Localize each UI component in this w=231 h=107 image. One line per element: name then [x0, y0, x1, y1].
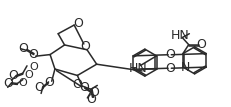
Text: N: N	[180, 61, 189, 74]
Text: HN: HN	[128, 62, 147, 75]
Text: O: O	[3, 77, 13, 90]
Text: O: O	[30, 62, 38, 72]
Text: O: O	[196, 38, 206, 51]
Text: O: O	[24, 70, 33, 80]
Text: O: O	[73, 17, 83, 30]
Text: O: O	[18, 42, 28, 55]
Text: O: O	[89, 86, 99, 99]
Text: O: O	[72, 78, 82, 91]
Text: O: O	[80, 40, 90, 53]
Text: O: O	[18, 78, 27, 88]
Text: O: O	[34, 81, 44, 94]
Text: HN: HN	[170, 29, 188, 42]
Text: O: O	[86, 93, 96, 106]
Text: O: O	[164, 62, 174, 75]
Text: O: O	[8, 69, 18, 82]
Text: O: O	[44, 76, 54, 89]
Text: O: O	[28, 48, 38, 61]
Text: O: O	[164, 48, 174, 61]
Text: O: O	[79, 81, 89, 94]
